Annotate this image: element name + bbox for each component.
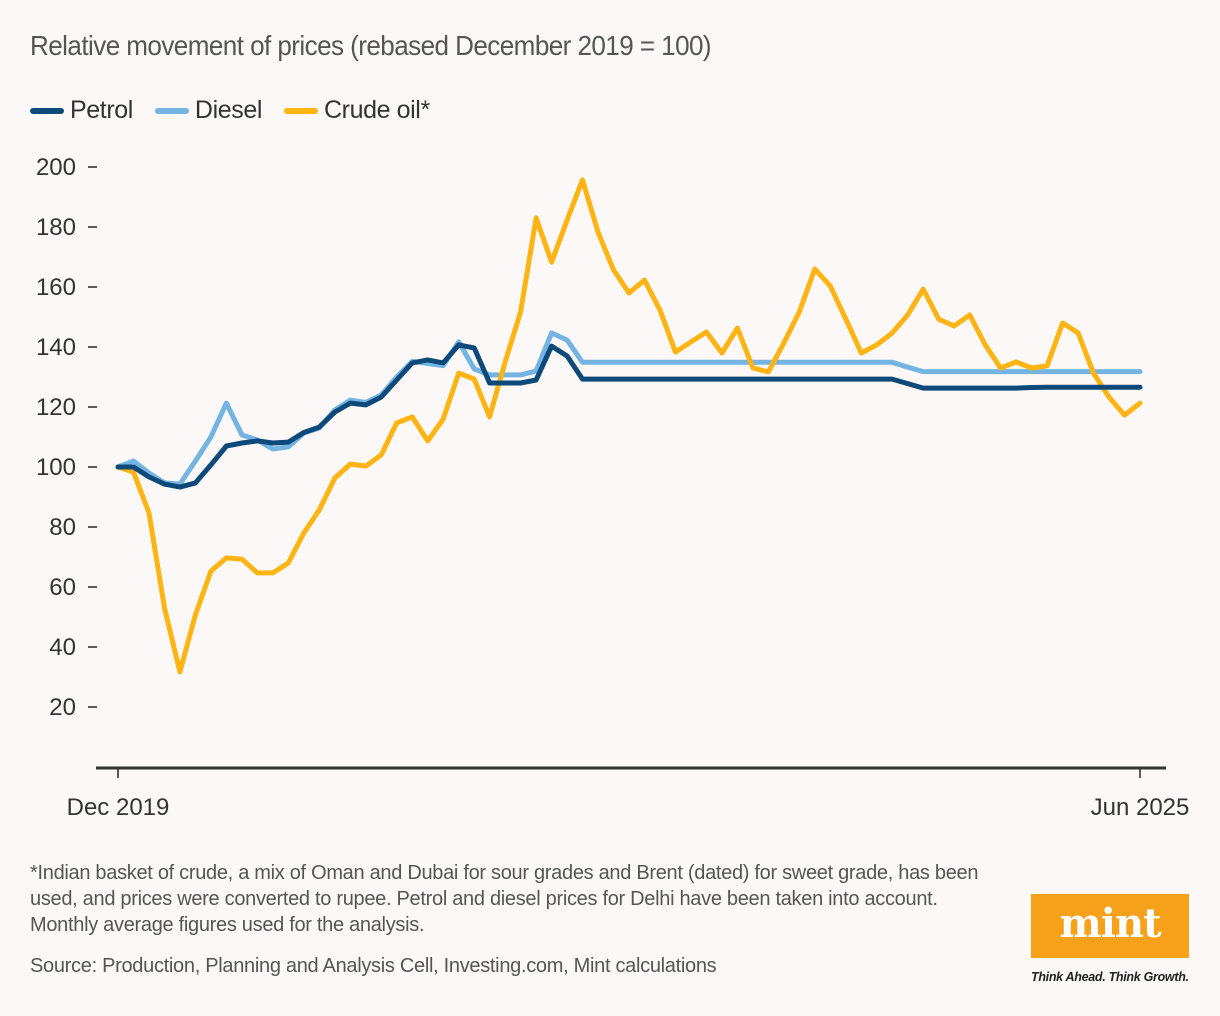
y-tick-label: 120 — [36, 394, 76, 421]
legend: Petrol Diesel Crude oil* — [30, 96, 452, 125]
chart-title: Relative movement of prices (rebased Dec… — [30, 30, 712, 61]
legend-swatch-diesel — [154, 107, 189, 114]
series-lines — [115, 177, 1143, 675]
x-axis: Dec 2019 Jun 2025 — [67, 766, 1190, 821]
y-axis: 20 40 60 80 100 120 140 160 180 200 — [36, 154, 97, 721]
y-tick-label: 20 — [49, 694, 76, 721]
legend-item-petrol: Petrol — [30, 96, 133, 125]
y-tick-label: 160 — [36, 274, 76, 301]
series-line-diesel — [115, 330, 1143, 487]
legend-label-diesel: Diesel — [194, 96, 262, 124]
legend-item-diesel: Diesel — [154, 96, 262, 125]
footnote: *Indian basket of crude, a mix of Oman a… — [30, 862, 979, 936]
x-tick-label-end: Jun 2025 — [1091, 794, 1190, 821]
y-tick-label: 80 — [49, 514, 76, 541]
legend-swatch-crude — [284, 107, 318, 114]
mint-tagline: Think Ahead. Think Growth. — [1031, 970, 1189, 984]
y-tick-label: 200 — [36, 154, 76, 181]
y-tick-label: 100 — [36, 454, 76, 481]
source-note: Source: Production, Planning and Analysi… — [30, 955, 717, 977]
line-chart: 20 40 60 80 100 120 140 160 180 200 Dec 2019 Jun 2… — [36, 154, 1190, 821]
legend-label-crude: Crude oil* — [324, 96, 430, 124]
series-line-crude-oil — [115, 177, 1143, 675]
y-tick-label: 40 — [49, 634, 76, 661]
y-tick-label: 140 — [36, 334, 76, 361]
y-tick-label: 180 — [36, 214, 76, 241]
mint-logo: mint — [1031, 894, 1189, 958]
x-tick-label-start: Dec 2019 — [67, 794, 170, 821]
legend-swatch-petrol — [30, 107, 64, 114]
mint-logo-text: mint — [1059, 899, 1161, 947]
legend-label-petrol: Petrol — [70, 96, 133, 124]
legend-item-crude: Crude oil* — [284, 96, 430, 125]
y-tick-label: 60 — [49, 574, 76, 601]
series-line-petrol — [115, 342, 1143, 490]
